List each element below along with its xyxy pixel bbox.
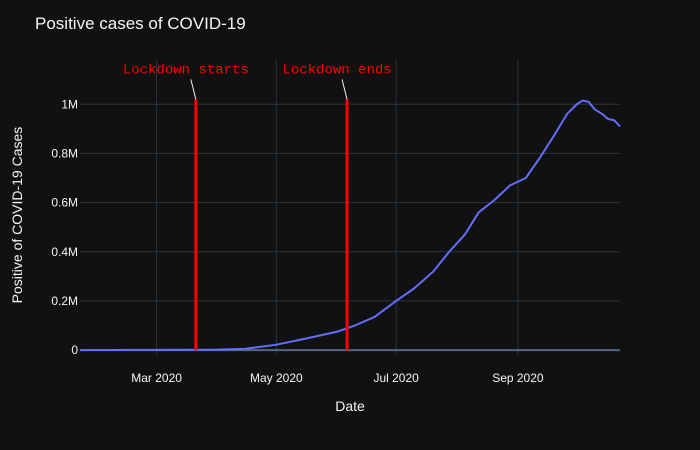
y-tick-label-0: 0	[71, 343, 78, 357]
annotation-label-1: Lockdown ends	[282, 62, 391, 78]
annotations: Lockdown starts Lockdown ends	[123, 62, 392, 351]
annotation-label-0: Lockdown starts	[123, 62, 249, 78]
x-tick-label-3: Sep 2020	[492, 371, 544, 385]
annotation-arrow-0	[190, 79, 197, 100]
x-axis-ticks: Mar 2020 May 2020 Jul 2020 Sep 2020	[131, 371, 544, 385]
y-tick-label-3: 0.6M	[51, 196, 78, 210]
x-tick-label-2: Jul 2020	[373, 371, 419, 385]
y-tick-label-5: 1M	[61, 97, 78, 111]
annotation-arrow-1	[341, 79, 348, 100]
plot-area	[80, 60, 620, 355]
x-axis-title: Date	[335, 398, 365, 414]
series-line-0	[79, 99, 621, 352]
series-layer	[79, 99, 621, 352]
y-axis-title: Positive of COVID-19 Cases	[9, 127, 25, 304]
y-tick-label-1: 0.2M	[51, 294, 78, 308]
y-tick-label-2: 0.4M	[51, 245, 78, 259]
y-axis-ticks: 0 0.2M 0.4M 0.6M 0.8M 1M	[51, 97, 78, 357]
y-tick-label-4: 0.8M	[51, 146, 78, 160]
grid	[80, 60, 620, 355]
x-tick-label-1: May 2020	[250, 371, 303, 385]
x-tick-label-0: Mar 2020	[131, 371, 182, 385]
chart-title: Positive cases of COVID-19	[35, 14, 246, 33]
